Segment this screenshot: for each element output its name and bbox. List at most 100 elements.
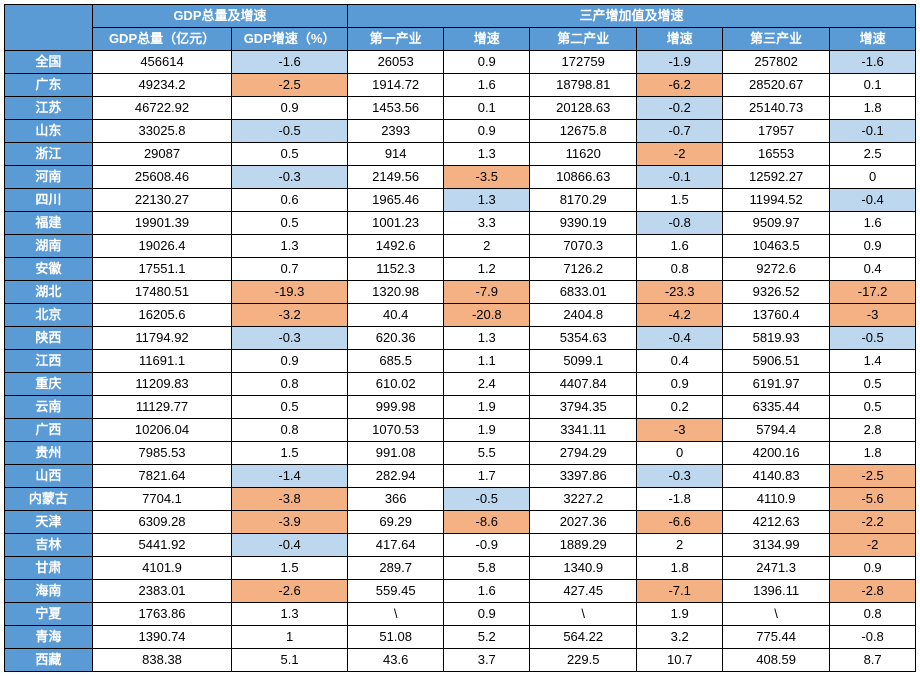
table-row: 广东49234.2-2.51914.721.618798.81-6.228520… <box>5 74 916 97</box>
group-header-gdp: GDP总量及增速 <box>92 5 347 28</box>
data-cell: 9390.19 <box>530 212 637 235</box>
data-cell: -0.5 <box>232 120 348 143</box>
data-cell: 0.8 <box>830 603 916 626</box>
data-cell: 1320.98 <box>347 281 443 304</box>
data-cell: 2.5 <box>830 143 916 166</box>
data-cell: 257802 <box>723 51 830 74</box>
row-label: 天津 <box>5 511 93 534</box>
data-cell: 0.5 <box>232 143 348 166</box>
data-cell: 5.5 <box>444 442 530 465</box>
data-cell: -1.4 <box>232 465 348 488</box>
data-cell: 0.8 <box>232 419 348 442</box>
row-label: 陕西 <box>5 327 93 350</box>
data-cell: 4110.9 <box>723 488 830 511</box>
data-cell: 40.4 <box>347 304 443 327</box>
data-cell: 914 <box>347 143 443 166</box>
data-cell: -2.6 <box>232 580 348 603</box>
table-row: 西藏838.385.143.63.7229.510.7408.598.7 <box>5 649 916 672</box>
data-cell: 33025.8 <box>92 120 231 143</box>
row-label: 宁夏 <box>5 603 93 626</box>
data-cell: 51.08 <box>347 626 443 649</box>
table-row: 陕西11794.92-0.3620.361.35354.63-0.45819.9… <box>5 327 916 350</box>
data-cell: 3.3 <box>444 212 530 235</box>
data-cell: -2 <box>637 143 723 166</box>
data-cell: 1492.6 <box>347 235 443 258</box>
data-cell: -0.7 <box>637 120 723 143</box>
data-cell: 0.4 <box>830 258 916 281</box>
row-label: 重庆 <box>5 373 93 396</box>
data-cell: 456614 <box>92 51 231 74</box>
data-cell: 838.38 <box>92 649 231 672</box>
data-cell: -0.5 <box>830 327 916 350</box>
data-cell: 1965.46 <box>347 189 443 212</box>
data-cell: -8.6 <box>444 511 530 534</box>
data-cell: 0.9 <box>444 603 530 626</box>
data-cell: 1.8 <box>637 557 723 580</box>
data-cell: 0.8 <box>637 258 723 281</box>
data-cell: 1001.23 <box>347 212 443 235</box>
row-label: 浙江 <box>5 143 93 166</box>
column-header: GDP总量（亿元） <box>92 28 231 51</box>
data-cell: 5794.4 <box>723 419 830 442</box>
data-cell: 5099.1 <box>530 350 637 373</box>
data-cell: -4.2 <box>637 304 723 327</box>
data-cell: 3794.35 <box>530 396 637 419</box>
data-cell: 2393 <box>347 120 443 143</box>
data-cell: -2.2 <box>830 511 916 534</box>
data-cell: -0.1 <box>637 166 723 189</box>
data-cell: 1.3 <box>444 143 530 166</box>
data-cell: 0.7 <box>232 258 348 281</box>
data-cell: -6.2 <box>637 74 723 97</box>
data-cell: -2.5 <box>830 465 916 488</box>
data-cell: 5.2 <box>444 626 530 649</box>
row-label: 全国 <box>5 51 93 74</box>
table-row: 福建19901.390.51001.233.39390.19-0.89509.9… <box>5 212 916 235</box>
data-cell: 17480.51 <box>92 281 231 304</box>
data-cell: 3134.99 <box>723 534 830 557</box>
data-cell: 0.9 <box>232 97 348 120</box>
data-cell: \ <box>723 603 830 626</box>
data-cell: -7.1 <box>637 580 723 603</box>
data-cell: -3 <box>830 304 916 327</box>
data-cell: 685.5 <box>347 350 443 373</box>
data-cell: 29087 <box>92 143 231 166</box>
data-cell: 1.6 <box>444 580 530 603</box>
column-header: 第一产业 <box>347 28 443 51</box>
data-cell: -1.8 <box>637 488 723 511</box>
data-cell: 9509.97 <box>723 212 830 235</box>
data-cell: -2 <box>830 534 916 557</box>
data-cell: 3.7 <box>444 649 530 672</box>
data-cell: 427.45 <box>530 580 637 603</box>
data-cell: 69.29 <box>347 511 443 534</box>
data-cell: 0.5 <box>232 396 348 419</box>
data-cell: 49234.2 <box>92 74 231 97</box>
data-cell: 775.44 <box>723 626 830 649</box>
corner-header <box>5 5 93 51</box>
table-row: 天津6309.28-3.969.29-8.62027.36-6.64212.63… <box>5 511 916 534</box>
data-cell: 2471.3 <box>723 557 830 580</box>
data-cell: 6309.28 <box>92 511 231 534</box>
data-cell: 1152.3 <box>347 258 443 281</box>
data-cell: 2.8 <box>830 419 916 442</box>
table-row: 湖北17480.51-19.31320.98-7.96833.01-23.393… <box>5 281 916 304</box>
data-cell: 0.5 <box>232 212 348 235</box>
data-cell: -17.2 <box>830 281 916 304</box>
gdp-data-table: GDP总量及增速 三产增加值及增速 GDP总量（亿元）GDP增速（%）第一产业增… <box>4 4 916 672</box>
data-cell: 19901.39 <box>92 212 231 235</box>
data-cell: 10.7 <box>637 649 723 672</box>
data-cell: 1340.9 <box>530 557 637 580</box>
row-label: 江西 <box>5 350 93 373</box>
data-cell: 20128.63 <box>530 97 637 120</box>
data-cell: 7126.2 <box>530 258 637 281</box>
table-row: 湖南19026.41.31492.627070.31.610463.50.9 <box>5 235 916 258</box>
data-cell: 1.3 <box>232 235 348 258</box>
data-cell: 282.94 <box>347 465 443 488</box>
data-cell: 7821.64 <box>92 465 231 488</box>
row-label: 山东 <box>5 120 93 143</box>
row-label: 西藏 <box>5 649 93 672</box>
data-cell: 5819.93 <box>723 327 830 350</box>
data-cell: 289.7 <box>347 557 443 580</box>
table-row: 贵州7985.531.5991.085.52794.2904200.161.8 <box>5 442 916 465</box>
data-cell: 366 <box>347 488 443 511</box>
data-cell: 1.6 <box>830 212 916 235</box>
